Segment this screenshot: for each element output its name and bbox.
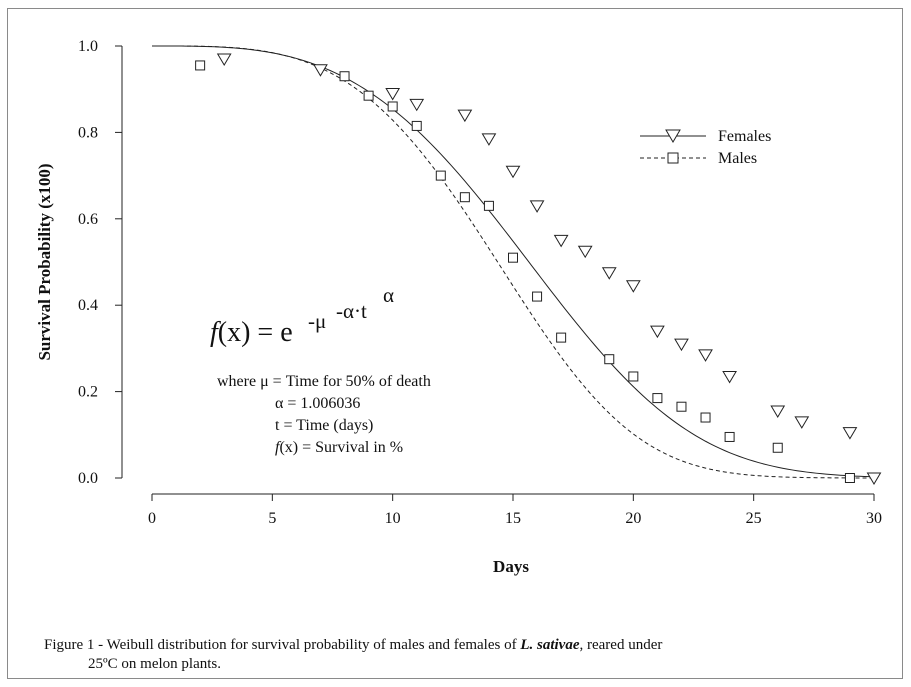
svg-text:f(x) = Survival in %: f(x) = Survival in % (275, 439, 403, 456)
y-tick-label: 0.6 (78, 211, 98, 228)
point-females (866, 472, 882, 485)
y-tick-label: 0.4 (78, 297, 98, 314)
point-males (772, 442, 783, 453)
point-males (604, 354, 615, 365)
x-axis-label: Days (493, 557, 529, 576)
svg-text:f(x) = e: f(x) = e (210, 317, 293, 348)
weibull-formula: f(x) = e -μ -α·t α where μ = Time for 50… (210, 283, 431, 456)
point-females (770, 405, 786, 419)
x-tick-label: 30 (866, 510, 882, 527)
formula-alpha: α (383, 283, 394, 307)
where-line-3: t = Time (days) (275, 417, 373, 434)
where-line-4: (x) = Survival in % (279, 439, 403, 456)
chart: 0 5 10 15 20 25 30 0.0 0.2 0.4 0.6 0.8 1.0 Days Sur… (35, 38, 882, 576)
point-males (339, 71, 350, 82)
point-females (722, 370, 737, 384)
point-females (481, 133, 497, 146)
point-males (387, 101, 398, 112)
x-tick-label: 15 (505, 510, 521, 527)
point-males (483, 200, 494, 211)
point-females (674, 338, 689, 352)
where-line-1: where μ = Time for 50% of death (217, 373, 431, 390)
formula-f: f (210, 317, 221, 348)
x-tick-label: 25 (746, 510, 762, 527)
point-females (529, 200, 545, 213)
y-tick-label: 0.0 (78, 470, 98, 487)
point-females (794, 416, 810, 429)
caption-line-2: 25ºC on melon plants. (88, 656, 221, 672)
formula-exponent-t: -α·t (336, 299, 367, 323)
point-males (363, 90, 374, 101)
x-tick-label: 5 (268, 510, 276, 527)
data-points (195, 53, 882, 485)
fit-curves (152, 45, 875, 479)
point-males (676, 401, 687, 412)
point-females (385, 88, 401, 101)
point-females (650, 325, 665, 339)
where-line-4-f: f (275, 439, 282, 456)
figure-frame (7, 8, 903, 679)
point-males (652, 393, 663, 404)
axes (121, 46, 874, 495)
point-males (459, 192, 470, 203)
figure-caption: Figure 1 - Weibull distribution for surv… (44, 636, 904, 674)
point-females (505, 165, 521, 179)
fit-curve-males (152, 45, 875, 479)
x-tick-label: 10 (385, 510, 401, 527)
point-males (628, 371, 639, 382)
y-tick-label: 0.2 (78, 384, 98, 401)
y-ticks: 0.0 0.2 0.4 0.6 0.8 1.0 (78, 38, 122, 487)
point-males (532, 291, 543, 302)
x-tick-label: 20 (625, 510, 641, 527)
point-males (724, 431, 735, 442)
y-axis-label: Survival Probability (x100) (35, 163, 54, 360)
point-males (556, 332, 567, 343)
point-males (508, 252, 518, 263)
y-tick-label: 1.0 (78, 38, 98, 55)
point-females (698, 349, 713, 362)
legend-males-label: Males (718, 150, 757, 167)
legend-females-marker (665, 129, 681, 143)
point-males (195, 60, 206, 71)
point-females (313, 64, 328, 77)
point-females (216, 53, 232, 66)
point-males (411, 120, 422, 131)
caption-suffix: , reared under (579, 637, 663, 653)
point-males (844, 473, 855, 483)
caption-prefix: Figure 1 - Weibull distribution for surv… (44, 637, 521, 653)
where-line-2: α = 1.006036 (275, 395, 360, 412)
point-females (409, 98, 425, 112)
x-ticks: 0 5 10 15 20 25 30 (148, 494, 882, 527)
caption-species: L. sativae (520, 637, 580, 653)
y-tick-label: 0.8 (78, 124, 98, 141)
point-females (842, 427, 858, 440)
point-females (577, 245, 593, 259)
point-females (553, 234, 569, 248)
point-females (601, 267, 617, 280)
point-males (700, 412, 711, 423)
point-females (457, 109, 473, 123)
legend-females-label: Females (718, 128, 771, 145)
legend-males-marker (667, 152, 679, 164)
point-females (625, 280, 641, 293)
formula-exponent-mu: -μ (308, 309, 326, 333)
formula-base: (x) = e (218, 317, 293, 348)
point-males (435, 170, 446, 181)
legend: Females Males (640, 128, 771, 167)
x-tick-label: 0 (148, 510, 156, 527)
